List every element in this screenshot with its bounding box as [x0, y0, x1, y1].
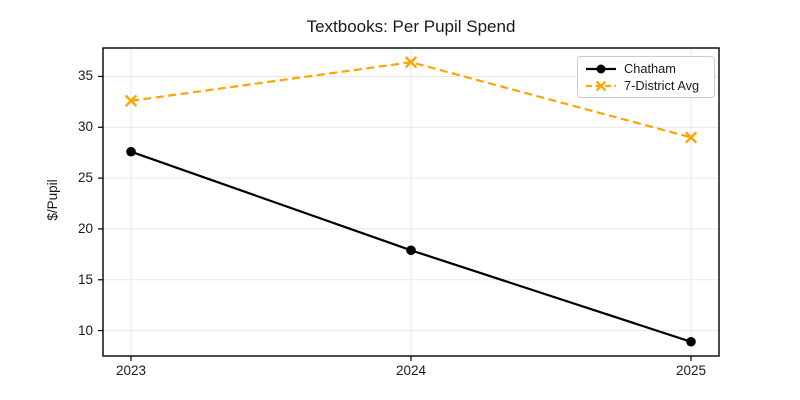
marker-circle-chatham [686, 336, 696, 347]
x-tick-label: 2024 [395, 363, 427, 378]
legend-label: Chatham [624, 61, 676, 76]
y-tick-label: 15 [77, 271, 93, 287]
legend-entry-7-district-avg: 7-District Avg [585, 77, 707, 94]
marker-x-7-district-avg [405, 56, 417, 69]
legend-line-sample-chatham [586, 64, 616, 73]
legend-label: 7-District Avg [624, 78, 700, 93]
y-tick-label: 20 [77, 220, 93, 236]
chart-title: Textbooks: Per Pupil Spend [306, 17, 516, 36]
legend-line-sample-7-district-avg [586, 80, 616, 91]
x-tick-label: 2023 [115, 363, 147, 378]
y-tick-label: 30 [77, 119, 93, 135]
y-tick-label: 25 [77, 170, 93, 186]
marker-circle-chatham [126, 146, 136, 157]
legend: Chatham 7-District Avg [577, 56, 715, 98]
marker-x-7-district-avg [125, 95, 137, 107]
legend-entry-chatham: Chatham [585, 60, 707, 77]
marker-circle-chatham [406, 245, 416, 256]
y-tick-label: 35 [77, 68, 93, 84]
marker-x-7-district-avg [685, 131, 697, 144]
y-tick-label: 10 [77, 322, 93, 338]
x-tick-label: 2025 [675, 363, 707, 378]
